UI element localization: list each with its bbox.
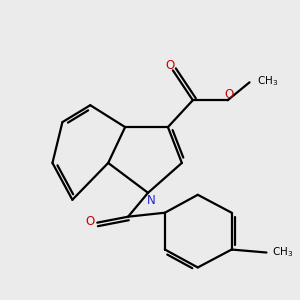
Text: O: O (165, 59, 175, 72)
Text: O: O (224, 88, 234, 101)
Text: CH$_3$: CH$_3$ (272, 246, 293, 260)
Text: N: N (147, 194, 155, 207)
Text: O: O (85, 215, 94, 228)
Text: CH$_3$: CH$_3$ (257, 74, 278, 88)
